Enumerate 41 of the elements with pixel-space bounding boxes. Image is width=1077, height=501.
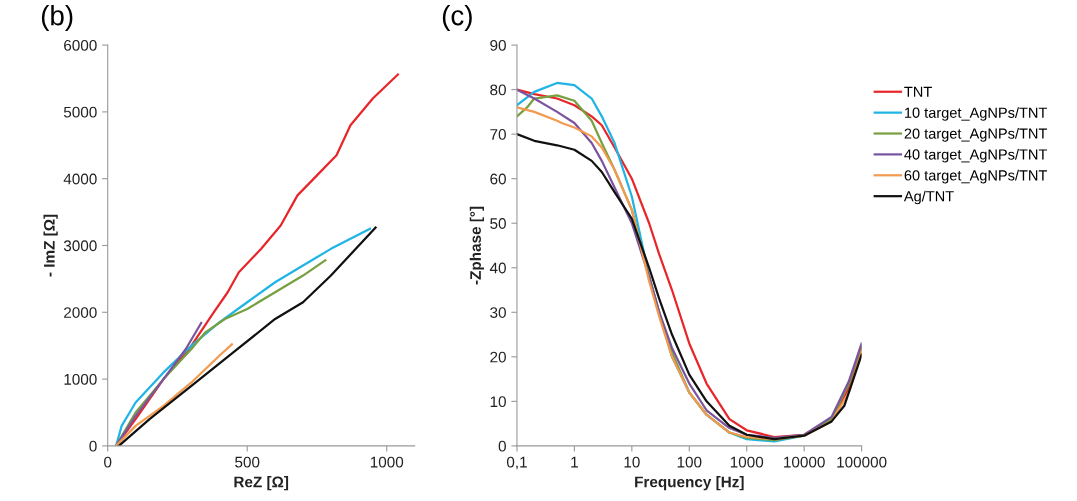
- y-tick-label: 30: [490, 307, 506, 318]
- y-axis-title: - ImZ [Ω]: [43, 214, 58, 277]
- y-tick-label: 1000: [64, 373, 97, 385]
- y-tick-label: 90: [490, 39, 506, 51]
- y-tick-label: 40: [489, 262, 506, 274]
- y-tick-label: 3000: [63, 240, 97, 252]
- chart-title: (c): [442, 5, 472, 31]
- x-tick-label: 1000: [370, 456, 404, 468]
- y-tick-label: 5000: [63, 106, 97, 118]
- y-tick-label: 2000: [64, 307, 97, 318]
- y-tick-label: 0: [89, 440, 97, 452]
- y-tick-label: 10: [490, 396, 506, 408]
- x-axis-title: Frequency [Hz]: [635, 476, 744, 491]
- y-axis-title: -Zphase [°]: [469, 206, 484, 285]
- x-tick-label: 1: [571, 456, 578, 468]
- legend-label: Ag/TNT: [903, 190, 954, 205]
- legend-label: TNT: [904, 86, 932, 97]
- x-tick-label: 100000: [837, 456, 887, 468]
- x-tick-label: 500: [235, 456, 260, 468]
- legend-label: 20 target_AgNPs/TNT: [904, 128, 1048, 142]
- x-tick-label: 0: [104, 456, 112, 468]
- y-tick-label: 0: [498, 440, 506, 452]
- chart-title: (b): [41, 5, 73, 31]
- y-tick-label: 4000: [63, 173, 97, 185]
- y-tick-label: 70: [490, 129, 506, 140]
- x-tick-label: 10: [624, 456, 640, 468]
- x-axis-title: ReZ [Ω]: [234, 476, 289, 491]
- legend-label: 40 target_AgNPs/TNT: [904, 148, 1048, 163]
- x-tick-label: 100: [677, 456, 702, 468]
- y-tick-label: 6000: [64, 39, 97, 51]
- x-tick-label: 1000: [730, 456, 764, 468]
- y-tick-label: 20: [490, 351, 506, 363]
- y-tick-label: 50: [490, 218, 506, 229]
- x-tick-label: 10000: [784, 456, 825, 468]
- legend-label: 60 target_AgNPs/TNT: [904, 169, 1048, 184]
- x-tick-label: 0,1: [506, 456, 527, 470]
- y-tick-label: 60: [490, 173, 506, 185]
- legend-label: 10 target_AgNPs/TNT: [905, 107, 1048, 121]
- line-series: [114, 343, 233, 446]
- y-tick-label: 80: [490, 84, 506, 96]
- line-series: [114, 321, 203, 446]
